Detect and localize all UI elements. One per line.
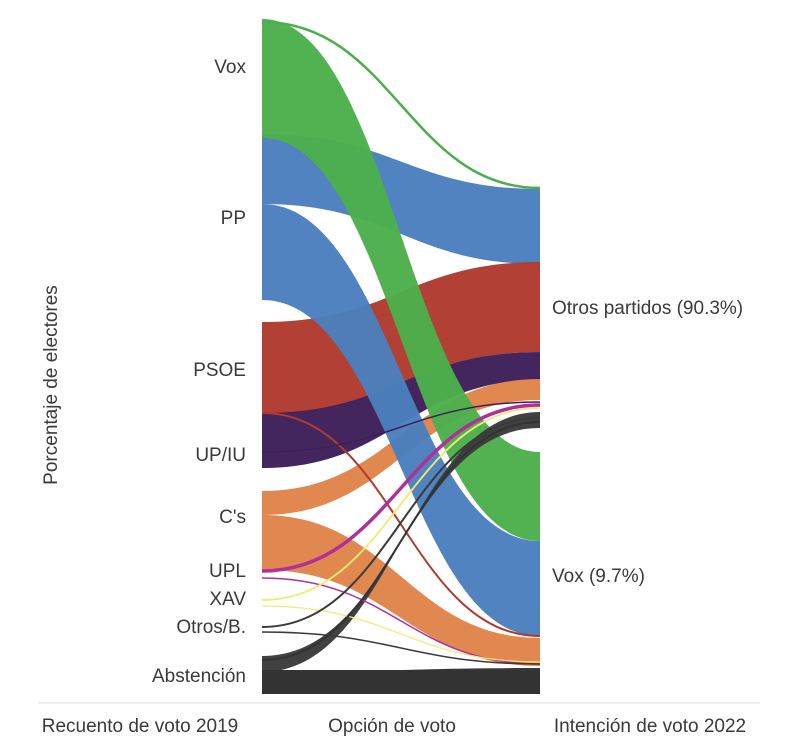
flow-link-vox-to-otros	[261, 20, 541, 190]
left-node-label-cs: C's	[219, 507, 246, 528]
right-node-label-vox: Vox (9.7%)	[552, 566, 645, 587]
left-node-label-upl: UPL	[209, 561, 246, 582]
left-node-label-otros: Otros/B.	[176, 617, 246, 638]
left-node-label-abstencion: Abstención	[152, 666, 246, 687]
flow-bands	[261, 19, 541, 694]
bottom-label-middle: Opción de voto	[328, 716, 456, 737]
flow-band-pp-to-vox	[262, 204, 540, 636]
flow-link-psoe-to-vox	[261, 412, 541, 637]
left-node-label-up-iu: UP/IU	[195, 445, 246, 466]
flow-link-xav-to-vox	[261, 605, 541, 663]
left-node-label-vox: Vox	[214, 57, 246, 78]
y-axis-label: Porcentaje de electores	[41, 285, 62, 485]
abstencion-block	[262, 670, 540, 694]
left-node-label-pp: PP	[221, 208, 246, 229]
left-node-label-xav: XAV	[209, 589, 246, 610]
bottom-label-right: Intención de voto 2022	[554, 716, 746, 737]
flow-link-abstencion-to-otros-thin	[261, 421, 541, 661]
flow-link-otros-to-otros-thin	[261, 417, 541, 628]
flow-link-upl-to-otros	[261, 403, 541, 573]
flow-link-upiu-to-vox	[261, 401, 541, 453]
left-node-label-psoe: PSOE	[193, 360, 246, 381]
right-node-label-otros-partidos: Otros partidos (90.3%)	[552, 298, 743, 319]
bottom-label-left: Recuento de voto 2019	[42, 716, 239, 737]
flow-link-otros-to-vox	[261, 631, 541, 665]
flow-band-vox-to-vox	[262, 19, 540, 541]
flow-link-xav-to-otros	[261, 407, 541, 601]
